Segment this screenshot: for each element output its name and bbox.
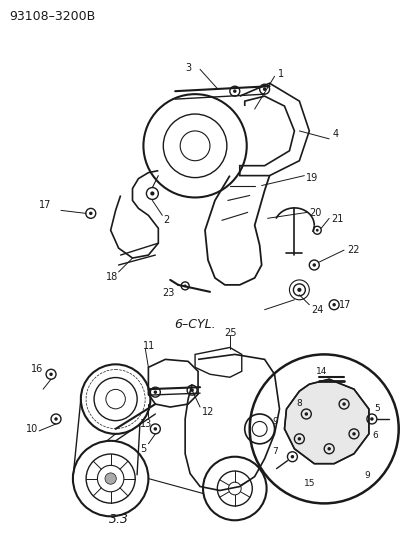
- Circle shape: [327, 447, 330, 450]
- Text: 7: 7: [272, 447, 278, 456]
- Text: 17: 17: [39, 200, 51, 211]
- Text: 24: 24: [311, 305, 323, 315]
- Circle shape: [233, 90, 236, 93]
- Circle shape: [290, 455, 294, 458]
- Circle shape: [304, 412, 307, 416]
- Circle shape: [89, 212, 92, 215]
- Circle shape: [342, 402, 345, 406]
- Text: 21: 21: [330, 214, 343, 224]
- Circle shape: [351, 432, 355, 435]
- Circle shape: [297, 288, 301, 292]
- Circle shape: [150, 191, 154, 196]
- Text: 3: 3: [185, 63, 191, 74]
- Circle shape: [183, 285, 186, 287]
- Text: 9: 9: [272, 417, 278, 426]
- Text: 10: 10: [26, 424, 38, 434]
- Text: 2: 2: [163, 215, 169, 225]
- Circle shape: [262, 87, 266, 91]
- Circle shape: [315, 229, 318, 232]
- Text: 11: 11: [143, 342, 155, 351]
- Text: 14: 14: [316, 367, 327, 376]
- Circle shape: [49, 373, 53, 376]
- Circle shape: [190, 389, 193, 392]
- Text: 5: 5: [140, 444, 146, 454]
- Text: 17: 17: [338, 300, 351, 310]
- Polygon shape: [284, 379, 368, 464]
- Text: 93108–3200B: 93108–3200B: [9, 10, 95, 23]
- Text: 12: 12: [202, 407, 214, 417]
- Circle shape: [369, 417, 373, 421]
- Text: 15: 15: [304, 479, 315, 488]
- Circle shape: [332, 303, 335, 306]
- Text: 23: 23: [162, 288, 174, 298]
- Text: 5: 5: [373, 404, 379, 413]
- Text: 3.3: 3.3: [108, 513, 128, 526]
- Circle shape: [153, 390, 157, 394]
- Text: 8: 8: [296, 399, 301, 408]
- Text: 4: 4: [331, 129, 337, 139]
- Text: 6–CYL.: 6–CYL.: [174, 318, 215, 330]
- Circle shape: [105, 473, 116, 484]
- Circle shape: [54, 417, 58, 421]
- Text: 16: 16: [31, 365, 43, 374]
- Text: 20: 20: [309, 208, 321, 219]
- Text: 1: 1: [277, 69, 283, 79]
- Text: 13: 13: [140, 419, 152, 429]
- Circle shape: [153, 427, 157, 431]
- Circle shape: [312, 263, 315, 266]
- Text: 6: 6: [371, 431, 377, 440]
- Text: 19: 19: [306, 173, 318, 183]
- Text: 9: 9: [363, 471, 369, 480]
- Text: 18: 18: [105, 272, 118, 282]
- Text: 25: 25: [223, 328, 236, 337]
- Circle shape: [297, 437, 300, 441]
- Text: 22: 22: [346, 245, 358, 255]
